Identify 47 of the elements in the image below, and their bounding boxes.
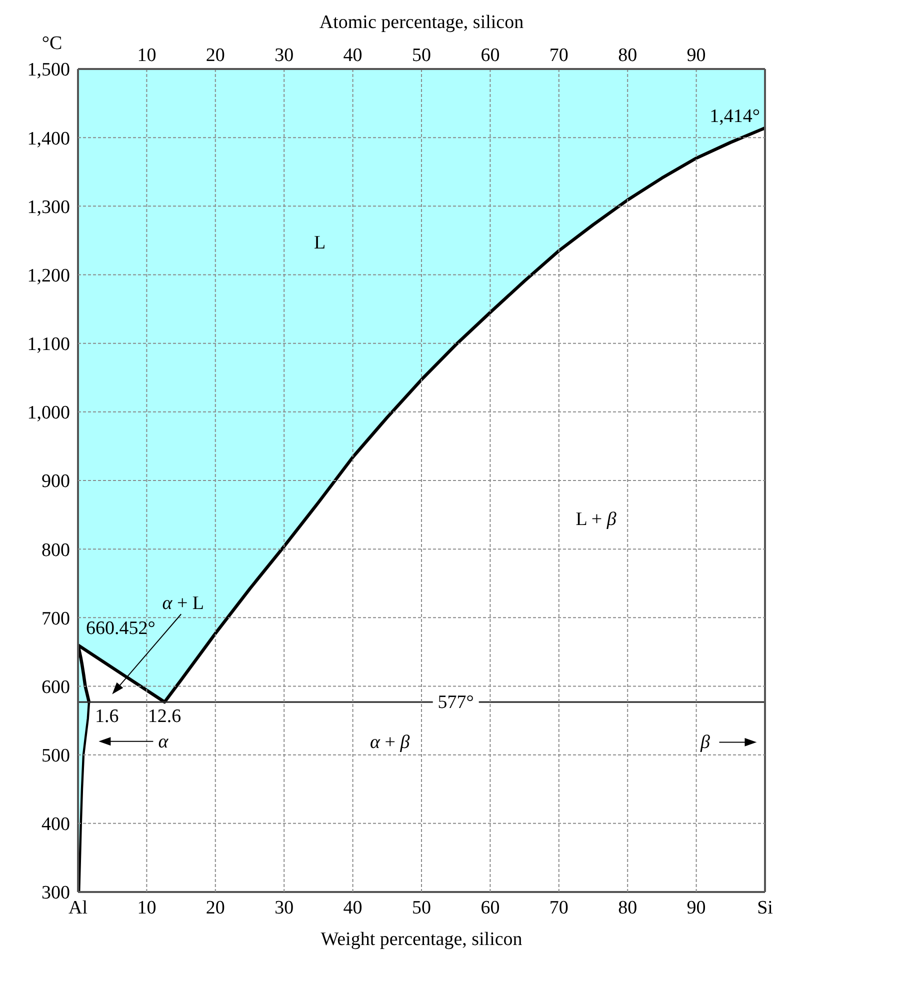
annotation: L + β <box>576 509 617 530</box>
x2-axis-title: Atomic percentage, silicon <box>319 12 524 33</box>
annotation: L <box>314 232 326 254</box>
annotation: 660.452° <box>86 618 156 639</box>
annotation: 1,414° <box>710 106 760 127</box>
y-tick-label: 1,200 <box>27 265 70 286</box>
annotation: α <box>158 731 170 752</box>
x2-tick-label: 80 <box>618 45 638 66</box>
x-tick-label: 70 <box>549 897 568 918</box>
x2-tick-label: 90 <box>686 45 706 66</box>
y-tick-label: 1,100 <box>27 334 70 356</box>
annotation: β <box>699 732 710 754</box>
annotation: α + L <box>162 593 204 614</box>
x2-tick-label: 10 <box>137 45 156 66</box>
annotation: 577° <box>438 692 474 714</box>
y-tick-label: 1,500 <box>27 60 70 81</box>
y-tick-label: 400 <box>42 814 70 836</box>
x2-tick-label: 70 <box>549 45 568 66</box>
x-tick-label: Al <box>68 897 88 918</box>
x-tick-label: 50 <box>412 897 431 918</box>
x2-tick-label: 40 <box>343 45 362 66</box>
x-tick-label: 80 <box>618 897 638 918</box>
x-tick-label: Si <box>757 897 773 918</box>
x-tick-label: 30 <box>274 897 294 918</box>
y-tick-label: 300 <box>42 882 70 904</box>
y-tick-label: 500 <box>42 746 70 767</box>
annotation: 12.6 <box>148 706 182 728</box>
x-tick-label: 10 <box>137 897 156 918</box>
y-tick-label: 700 <box>42 608 70 630</box>
x-tick-label: 90 <box>686 897 706 918</box>
annotation: α + β <box>370 732 410 754</box>
x2-tick-label: 50 <box>412 45 431 66</box>
x2-tick-label: 30 <box>274 45 294 66</box>
x-tick-label: 40 <box>343 897 362 918</box>
y-tick-label: 1,300 <box>27 196 70 218</box>
x2-tick-label: 60 <box>480 45 500 66</box>
y-tick-label: 800 <box>42 540 70 561</box>
y-tick-label: 1,000 <box>27 402 70 424</box>
x2-tick-label: 20 <box>206 45 225 66</box>
x-tick-label: 60 <box>480 897 500 918</box>
y-tick-label: 600 <box>42 676 70 698</box>
x-tick-label: 20 <box>206 897 225 918</box>
y-tick-label: 1,400 <box>27 128 70 150</box>
x-axis-title: Weight percentage, silicon <box>320 929 523 950</box>
annotation: 1.6 <box>94 706 119 728</box>
y-tick-label: 900 <box>42 471 70 492</box>
y-axis-title: °C <box>42 33 62 54</box>
